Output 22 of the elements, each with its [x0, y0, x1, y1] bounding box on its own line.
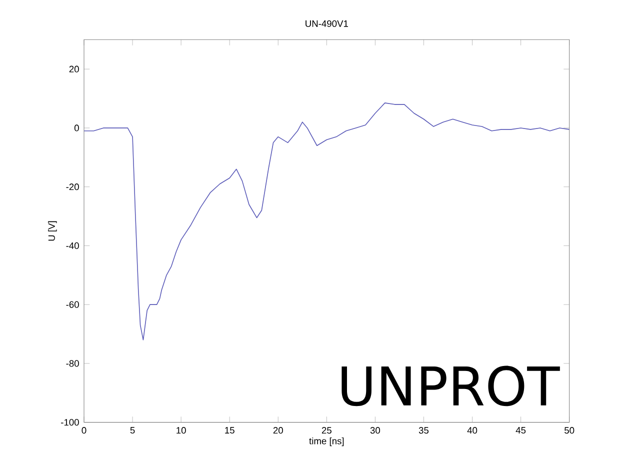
- y-tick-label: -100: [61, 419, 79, 426]
- x-tick-label: 45: [516, 427, 526, 434]
- y-tick-label: -40: [66, 242, 79, 249]
- chart-title: UN-490V1: [306, 20, 348, 27]
- x-axis-title: time [ns]: [309, 437, 344, 446]
- y-axis-title: U [V]: [48, 221, 57, 241]
- x-tick-label: 0: [82, 427, 86, 434]
- x-tick-label: 25: [322, 427, 332, 434]
- x-tick-label: 15: [225, 427, 234, 434]
- x-tick-label: 5: [130, 427, 135, 434]
- y-tick-label: -80: [66, 360, 79, 367]
- y-tick-label: -60: [66, 301, 79, 308]
- x-tick-label: 20: [273, 427, 283, 434]
- y-tick-label: -20: [66, 184, 79, 190]
- x-tick-label: 30: [370, 427, 380, 434]
- y-tick-label: 20: [69, 66, 79, 72]
- annotation: UNPROT: [342, 366, 560, 406]
- x-tick-label: 10: [176, 427, 186, 434]
- x-tick-label: 40: [467, 427, 478, 434]
- x-tick-label: 50: [564, 427, 574, 434]
- y-tick-label: 0: [74, 124, 79, 132]
- x-tick-label: 35: [418, 427, 429, 434]
